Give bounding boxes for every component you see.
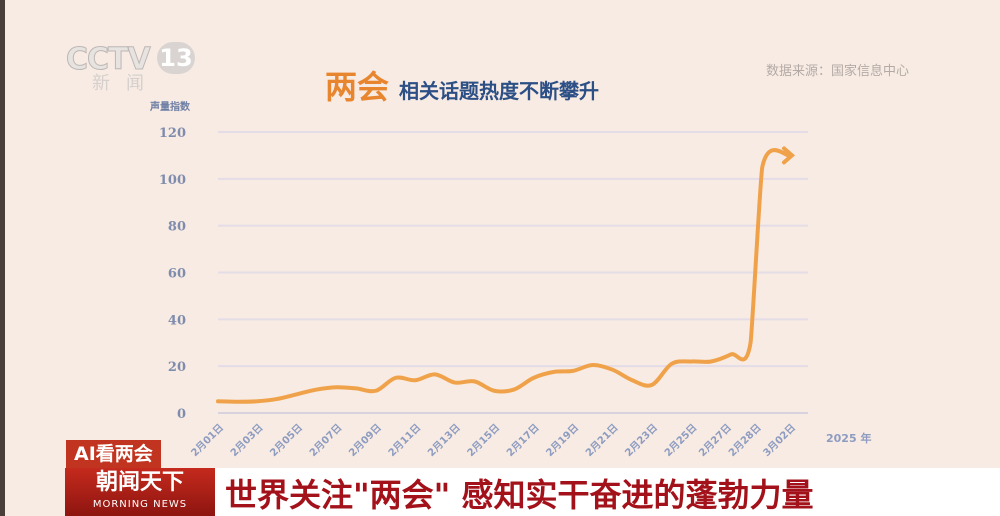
x-tick-label: 2月05日 <box>268 422 305 459</box>
series-line <box>216 148 792 404</box>
y-tick-label: 100 <box>159 173 186 188</box>
x-tick-label: 2月21日 <box>583 422 620 459</box>
x-tick-label: 3月02日 <box>761 422 798 459</box>
x-axis-label: 2025 年 <box>826 431 871 445</box>
x-tick-label: 2月11日 <box>386 422 423 459</box>
x-tick-label: 2月17日 <box>504 422 541 459</box>
chart-title: 两会 相关话题热度不断攀升 <box>325 62 599 108</box>
show-logo: 朝闻天下 MORNING NEWS <box>65 468 215 516</box>
x-tick-label: 2月23日 <box>623 422 660 459</box>
x-tick-label: 2月07日 <box>307 422 344 459</box>
x-tick-label: 2月01日 <box>189 422 226 459</box>
title-highlight: 两会 <box>325 68 390 106</box>
title-rest: 相关话题热度不断攀升 <box>399 79 600 103</box>
segment-tag: AI看两会 <box>66 440 161 469</box>
data-source: 数据来源：国家信息中心 <box>766 64 910 79</box>
y-tick-label: 20 <box>168 360 186 375</box>
y-tick-label: 60 <box>168 267 186 282</box>
logo-sub-text: 新闻 <box>92 73 160 94</box>
y-tick-label: 120 <box>159 126 186 141</box>
x-tick-label: 2月09日 <box>347 422 384 459</box>
lower-third-banner: 朝闻天下 MORNING NEWS 世界关注"两会" 感知实干奋进的蓬勃力量 <box>65 468 1000 516</box>
headline: 世界关注"两会" 感知实干奋进的蓬勃力量 <box>225 476 814 514</box>
logo-channel-number: 13 <box>157 42 195 74</box>
logo-cctv-text: CCTV <box>66 42 152 78</box>
y-axis-label: 声量指数 <box>150 102 190 113</box>
x-tick-label: 2月28日 <box>726 422 763 459</box>
x-tick-label: 2月25日 <box>662 422 699 459</box>
x-tick-label: 2月19日 <box>544 422 581 459</box>
y-tick-label: 40 <box>168 313 186 328</box>
show-name-en: MORNING NEWS <box>92 499 188 510</box>
x-tick-label: 2月03日 <box>228 422 265 459</box>
left-frame-edge <box>0 0 5 516</box>
x-tick-label: 2月15日 <box>465 422 502 459</box>
cctv13-logo: CCTV 13 新闻 <box>62 42 197 100</box>
y-tick-label: 80 <box>168 220 186 235</box>
y-tick-label: 0 <box>177 407 186 422</box>
arrow-head <box>782 146 796 165</box>
x-tick-label: 2月13日 <box>425 422 462 459</box>
show-name: 朝闻天下 <box>95 470 184 495</box>
